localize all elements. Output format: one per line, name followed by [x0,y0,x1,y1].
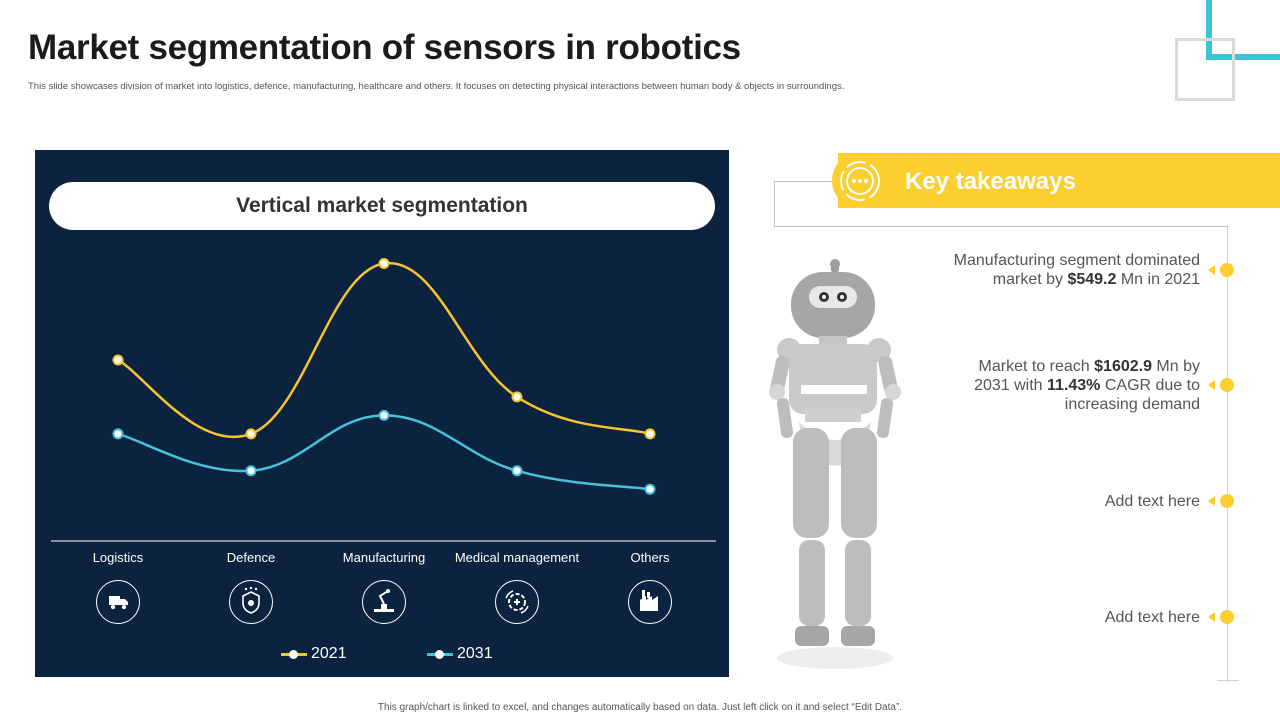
takeaway-marker-1 [1208,262,1240,278]
chart-title: Vertical market segmentation [49,182,715,230]
category-label-others: Others [630,550,670,565]
legend-label: 2021 [311,645,347,662]
takeaway-marker-4 [1208,609,1240,625]
factory-icon [628,580,672,624]
legend-item-2021[interactable]: 2021 [281,645,347,663]
robot-illustration [769,259,901,669]
medical-gear-icon [495,580,539,624]
decorative-square [1175,38,1235,101]
page-subtitle: This slide showcases division of market … [28,81,845,92]
legend-swatch [281,649,307,659]
footer-note: This graph/chart is linked to excel, and… [377,702,903,713]
takeaway-marker-3 [1208,493,1240,509]
takeaways-divider [774,226,1228,227]
takeaways-header-bar [838,153,1280,208]
takeaways-icon [832,153,887,208]
timeline-end [1217,680,1239,681]
takeaway-marker-2 [1208,377,1240,393]
takeaway-3[interactable]: Add text here [1104,493,1200,510]
page-title: Market segmentation of sensors in roboti… [28,28,741,67]
category-label-medical-management: Medical management [454,550,580,565]
takeaway-4[interactable]: Add text here [1104,609,1200,626]
takeaways-title: Key takeaways [905,168,1076,195]
truck-icon [96,580,140,624]
takeaway-2: Market to reach $1602.9 Mn by 2031 with … [974,358,1200,413]
timeline-line [1227,227,1228,682]
category-label-defence: Defence [226,550,276,565]
takeaway-1: Manufacturing segment dominated market b… [953,252,1200,288]
shield-icon [229,580,273,624]
robot-arm-icon [362,580,406,624]
decorative-corner-accent [1206,0,1280,60]
chat-dots-icon [839,160,880,201]
category-label-logistics: Logistics [92,550,144,565]
legend-item-2031[interactable]: 2031 [427,645,493,663]
category-label-manufacturing: Manufacturing [342,550,426,565]
legend-label: 2031 [457,645,493,662]
legend-swatch [427,649,453,659]
